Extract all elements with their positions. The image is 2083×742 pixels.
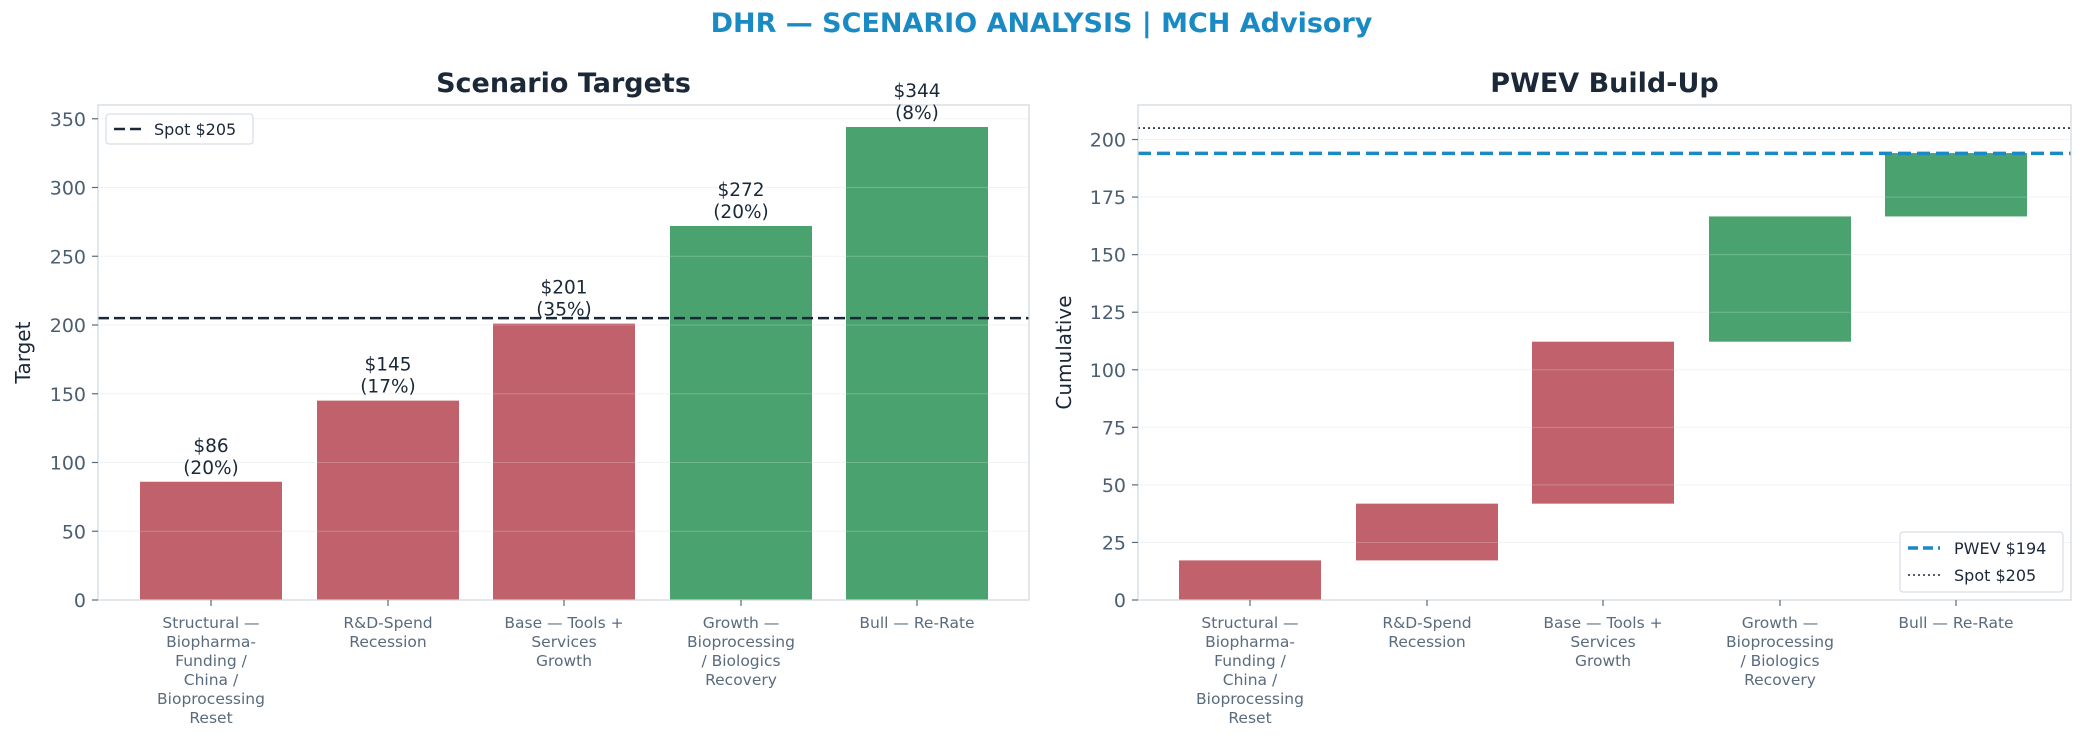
figure-title: DHR — SCENARIO ANALYSIS | MCH Advisory bbox=[710, 8, 1373, 39]
x-tick-label: Bull — Re-Rate bbox=[1898, 614, 2013, 632]
y-tick-label: 150 bbox=[1090, 245, 1126, 267]
y-tick-label: 175 bbox=[1090, 187, 1126, 209]
legend-pwev-label: PWEV $194 bbox=[1954, 539, 2046, 558]
legend: Spot $205 bbox=[105, 113, 254, 145]
value-label: $344 bbox=[893, 81, 940, 102]
panel-title: Scenario Targets bbox=[436, 68, 691, 99]
legend: PWEV $194 Spot $205 bbox=[1899, 531, 2064, 593]
y-tick-label: 150 bbox=[50, 384, 86, 406]
value-label: $201 bbox=[540, 278, 587, 299]
bar-1 bbox=[140, 481, 282, 600]
legend-box bbox=[1899, 531, 2064, 593]
x-tick-label: Structural — bbox=[1201, 614, 1298, 632]
y-tick-label: 0 bbox=[1114, 590, 1126, 612]
x-tick-label: Services bbox=[1570, 633, 1635, 651]
bar-4 bbox=[670, 226, 812, 600]
y-axis-label: Cumulative bbox=[1052, 295, 1076, 409]
x-tick-label: Growth bbox=[536, 652, 592, 670]
x-tick-label: Biopharma- bbox=[166, 633, 256, 651]
x-tick-label: / Biologics bbox=[701, 652, 780, 670]
probability-label: (20%) bbox=[713, 202, 769, 223]
probability-label: (8%) bbox=[895, 103, 939, 124]
x-tick-label: Bioprocessing bbox=[1196, 690, 1304, 708]
x-tick-label: Biopharma- bbox=[1205, 633, 1295, 651]
x-tick-label: China / bbox=[184, 671, 239, 689]
legend-box bbox=[105, 113, 254, 145]
x-tick-label: Bioprocessing bbox=[687, 633, 795, 651]
x-tick-label: Growth — bbox=[703, 614, 780, 632]
y-tick-label: 350 bbox=[50, 109, 86, 131]
y-axis-label: Target bbox=[11, 321, 35, 384]
y-tick-label: 300 bbox=[50, 178, 86, 200]
x-tick-label: Funding / bbox=[175, 652, 247, 670]
waterfall-bar-1 bbox=[1179, 560, 1321, 600]
x-tick-label: R&D-Spend bbox=[1382, 614, 1471, 632]
x-tick-label: Growth bbox=[1575, 652, 1631, 670]
x-tick-label: Recovery bbox=[705, 671, 777, 689]
x-tick-label: Base — Tools + bbox=[1543, 614, 1662, 632]
value-label: $86 bbox=[193, 436, 228, 457]
y-tick-label: 125 bbox=[1090, 302, 1126, 324]
bar-3 bbox=[493, 323, 635, 600]
panel-title: PWEV Build-Up bbox=[1490, 68, 1718, 99]
probability-label: (35%) bbox=[536, 300, 592, 321]
x-tick-label: Recession bbox=[349, 633, 426, 651]
y-tick-label: 200 bbox=[50, 315, 86, 337]
x-tick-label: Recession bbox=[1388, 633, 1465, 651]
bar-5 bbox=[846, 127, 988, 600]
legend-spot-label: Spot $205 bbox=[154, 120, 236, 139]
y-tick-label: 75 bbox=[1102, 417, 1126, 439]
y-tick-label: 50 bbox=[1102, 475, 1126, 497]
x-tick-label: Base — Tools + bbox=[504, 614, 623, 632]
waterfall-bar-5 bbox=[1885, 153, 2027, 217]
x-tick-label: Growth — bbox=[1742, 614, 1819, 632]
probability-label: (20%) bbox=[183, 458, 239, 479]
y-tick-label: 100 bbox=[1090, 360, 1126, 382]
y-tick-label: 100 bbox=[50, 453, 86, 475]
x-tick-label: Reset bbox=[1228, 709, 1271, 727]
pwev-buildup-panel: 0 25 50 75 100 125 150 175 200 Structural —Biopha… bbox=[1052, 68, 2072, 727]
y-tick-label: 50 bbox=[62, 521, 86, 543]
y-tick-label: 0 bbox=[74, 590, 86, 612]
x-tick-label: Structural — bbox=[162, 614, 259, 632]
x-tick-label: Funding / bbox=[1214, 652, 1286, 670]
y-tick-label: 200 bbox=[1090, 130, 1126, 152]
x-tick-label: China / bbox=[1223, 671, 1278, 689]
legend-spot-label: Spot $205 bbox=[1954, 566, 2036, 585]
scenario-targets-panel: 0 50 100 150 200 250 300 350 Structural —Biophar… bbox=[11, 68, 1030, 727]
x-tick-label: Reset bbox=[189, 709, 232, 727]
waterfall-bar-2 bbox=[1356, 503, 1498, 561]
x-tick-label: Services bbox=[531, 633, 596, 651]
waterfall-bar-4 bbox=[1709, 216, 1851, 342]
x-tick-label: R&D-Spend bbox=[343, 614, 432, 632]
x-tick-label: Bioprocessing bbox=[1726, 633, 1834, 651]
value-label: $272 bbox=[717, 180, 764, 201]
waterfall-bar-3 bbox=[1532, 341, 1674, 504]
x-tick-label: Recovery bbox=[1744, 671, 1816, 689]
axes-frame bbox=[1137, 104, 2072, 601]
x-tick-label: / Biologics bbox=[1740, 652, 1819, 670]
bar-2 bbox=[317, 400, 459, 600]
y-tick-label: 25 bbox=[1102, 532, 1126, 554]
probability-label: (17%) bbox=[360, 377, 416, 398]
x-tick-label: Bull — Re-Rate bbox=[859, 614, 974, 632]
x-tick-label: Bioprocessing bbox=[157, 690, 265, 708]
value-label: $145 bbox=[364, 355, 411, 376]
y-tick-label: 250 bbox=[50, 246, 86, 268]
